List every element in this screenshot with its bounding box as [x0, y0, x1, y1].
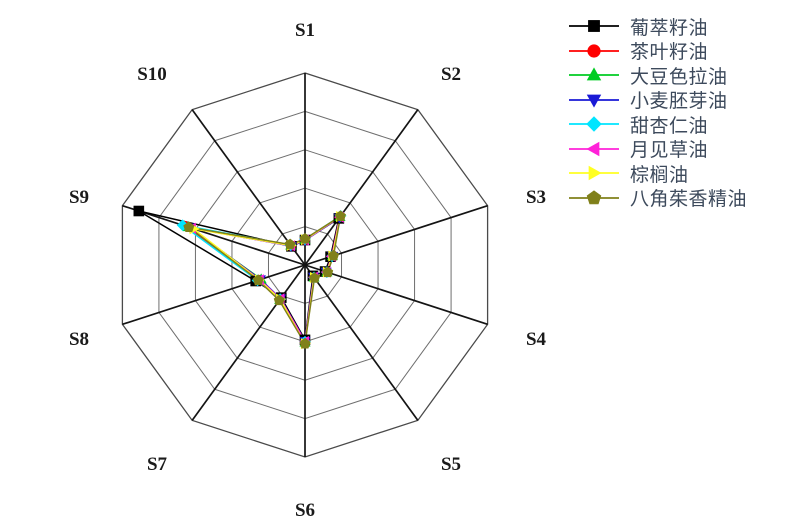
legend-marker-glyph	[588, 166, 602, 181]
series-marker-7-S5	[308, 272, 321, 283]
axis-label-S2: S2	[441, 64, 461, 85]
legend-item-5[interactable]: 月见草油	[568, 137, 794, 162]
legend-item-6[interactable]: 棕榈油	[568, 161, 794, 186]
chart-legend: 葡萃籽油茶叶籽油 大豆色拉油小麦胚芽油 甜杏仁油月见草油 棕榈油八角茱香精油	[568, 14, 794, 210]
series-marker-7-S8	[252, 274, 264, 285]
series-markers	[133, 205, 347, 350]
series-marker-7-S2	[334, 210, 346, 221]
legend-marker-pentagon-icon	[569, 190, 619, 204]
legend-marker-glyph	[588, 20, 600, 33]
axis-spoke-S8	[122, 264, 306, 326]
legend-marker-square-icon	[569, 20, 619, 33]
axis-label-S7: S7	[147, 454, 168, 475]
legend-item-7[interactable]: 八角茱香精油	[568, 186, 794, 211]
series-marker-7-S6	[299, 337, 311, 349]
legend-label: 小麦胚芽油	[630, 91, 728, 113]
series-marker-7-S9	[183, 221, 195, 232]
legend-item-2[interactable]: 大豆色拉油	[568, 63, 794, 88]
legend-marker-diamond-icon	[569, 116, 619, 132]
legend-item-0[interactable]: 葡萃籽油	[568, 14, 794, 39]
legend-marker-glyph	[586, 116, 602, 132]
axis-spokes	[122, 73, 488, 457]
legend-item-3[interactable]: 小麦胚芽油	[568, 88, 794, 113]
axis-spoke-S10	[191, 109, 306, 266]
legend-item-1[interactable]: 茶叶籽油	[568, 39, 794, 64]
legend-label: 八角茱香精油	[630, 189, 748, 211]
legend-label: 大豆色拉油	[630, 66, 728, 88]
series-marker-7-S1	[299, 233, 311, 244]
axis-spoke-S4	[304, 264, 488, 326]
series-marker-7-S10	[284, 238, 296, 250]
axis-label-S6: S6	[295, 500, 315, 521]
series-marker-7-S3	[327, 249, 340, 261]
legend-label: 茶叶籽油	[630, 42, 709, 64]
axis-labels: S1 S2 S3 S4 S5 S6 S7 S8 S9 S10	[69, 20, 547, 521]
legend-label: 甜杏仁油	[630, 115, 709, 137]
axis-label-S9: S9	[69, 187, 89, 208]
legend-marker-circle-icon	[569, 44, 619, 58]
legend-label: 棕榈油	[630, 164, 689, 186]
axis-spoke-S5	[304, 264, 419, 421]
axis-label-S4: S4	[526, 329, 547, 350]
legend-marker-glyph	[586, 67, 602, 81]
legend-marker-glyph	[587, 44, 601, 58]
legend-marker-glyph	[586, 141, 600, 156]
series-marker-7-S7	[273, 294, 285, 306]
axis-spoke-S7	[191, 264, 306, 421]
axis-spoke-S9	[122, 204, 306, 266]
legend-marker-triangle-left-icon	[569, 141, 619, 156]
axis-label-S5: S5	[441, 454, 461, 475]
axis-label-S10: S10	[137, 64, 167, 85]
axis-spoke-S2	[304, 109, 419, 266]
legend-item-4[interactable]: 甜杏仁油	[568, 112, 794, 137]
axis-label-S8: S8	[69, 329, 89, 350]
legend-marker-triangle-up-icon	[569, 67, 619, 81]
radar-plot-area: S1 S2 S3 S4 S5 S6 S7 S8 S9 S10	[69, 20, 547, 521]
series-marker-0-S9	[133, 205, 145, 217]
series-marker-7-S4	[322, 266, 334, 278]
axis-label-S3: S3	[526, 187, 546, 208]
legend-marker-glyph	[586, 94, 602, 108]
legend-label: 葡萃籽油	[630, 17, 709, 39]
legend-marker-glyph	[586, 190, 602, 204]
legend-marker-triangle-down-icon	[569, 94, 619, 108]
axis-label-S1: S1	[295, 20, 315, 41]
legend-label: 月见草油	[630, 140, 709, 162]
legend-marker-triangle-right-icon	[569, 166, 619, 181]
